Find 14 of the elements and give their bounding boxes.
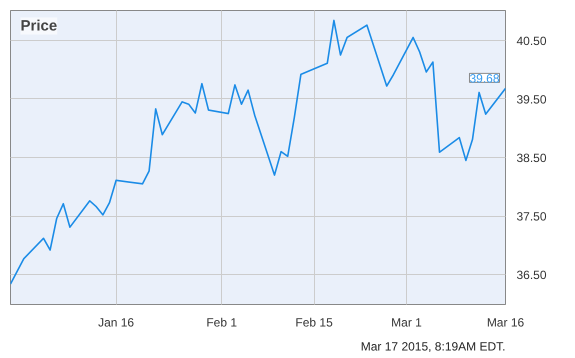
x-tick-label: Mar 1 (391, 316, 422, 330)
line-series (10, 20, 506, 285)
x-tick-label: Mar 16 (486, 316, 524, 330)
text: Price (20, 18, 58, 34)
y-tick-label: 37.50 (516, 210, 547, 224)
y-tick-label: 36.50 (516, 268, 547, 282)
y-tick-label: 39.50 (516, 92, 547, 106)
y-tick-label: 40.50 (516, 34, 547, 48)
x-tick-label: Feb 15 (295, 316, 334, 330)
x-tick-label: Feb 1 (206, 316, 238, 330)
text: Mar 17 2015, 8:19AM EDT. (360, 340, 506, 354)
x-tick-label: Jan 16 (98, 316, 134, 330)
annotation: 39.68 (469, 71, 500, 86)
y-tick-label: 38.50 (516, 151, 547, 165)
